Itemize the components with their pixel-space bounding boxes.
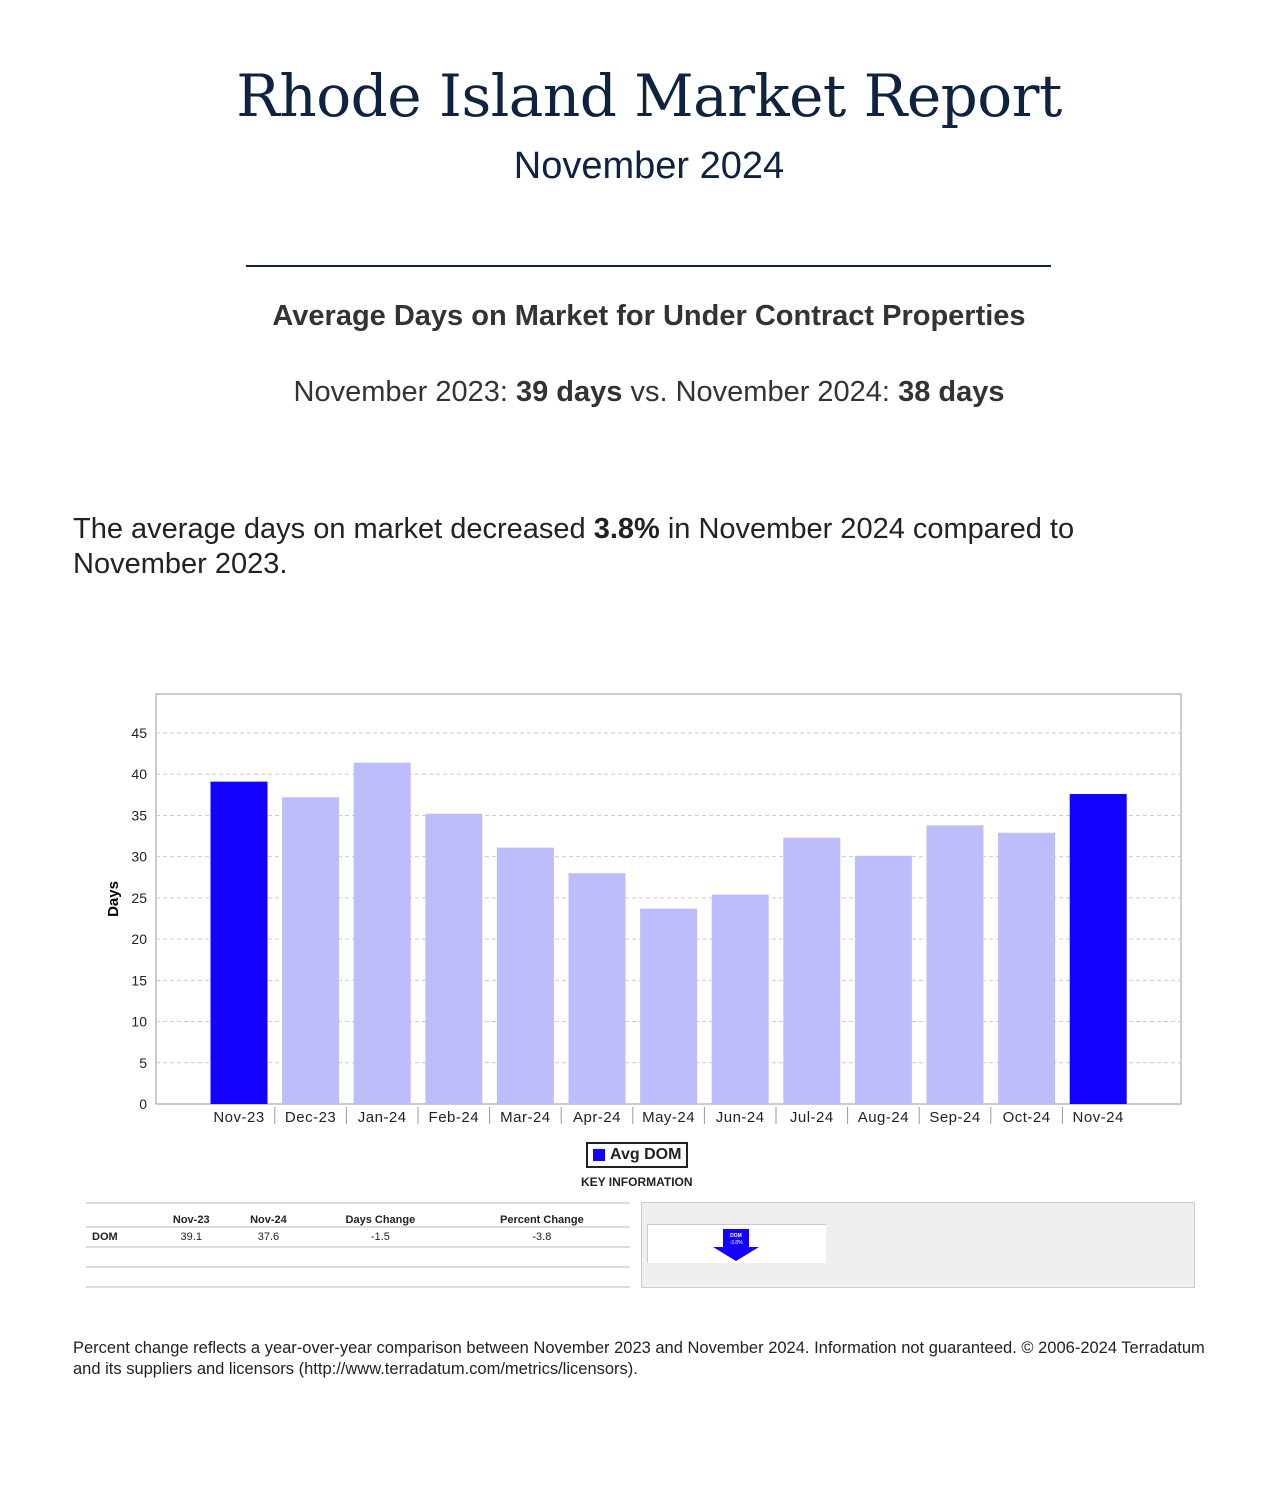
bar — [353, 762, 411, 1104]
page-subtitle: November 2024 — [513, 145, 785, 187]
summary-text: The average days on market decreased 3.8… — [73, 512, 1193, 582]
bar — [282, 797, 340, 1104]
y-tick-label: 10 — [131, 1014, 147, 1030]
table-row-empty — [86, 1266, 630, 1288]
comparison-line: November 2023: 39 days vs. November 2024… — [0, 376, 1288, 409]
table-header: Nov-23 — [152, 1202, 230, 1227]
x-tick-label: Apr-24 — [573, 1109, 621, 1126]
bar — [711, 894, 769, 1104]
chart-legend: Avg DOM — [586, 1142, 689, 1168]
bar — [783, 837, 841, 1104]
y-tick-label: 15 — [131, 972, 147, 988]
compare-value-2: 38 days — [898, 376, 1005, 408]
bar — [210, 781, 268, 1104]
summary-pct: 3.8% — [593, 513, 660, 545]
table-header: Nov-24 — [229, 1202, 308, 1227]
table-cell: -3.8 — [453, 1226, 630, 1247]
x-tick-label: May-24 — [642, 1109, 695, 1126]
x-tick-label: Dec-23 — [285, 1109, 336, 1126]
x-tick-label: Jul-24 — [790, 1109, 834, 1126]
y-tick-label: 0 — [139, 1096, 147, 1112]
bar — [496, 847, 554, 1104]
x-tick-label: Sep-24 — [929, 1109, 980, 1126]
x-tick-label: Jan-24 — [358, 1109, 407, 1126]
table-cell: 37.6 — [229, 1226, 308, 1247]
bar — [568, 873, 626, 1104]
indicator-box: DOM -3.8% — [647, 1224, 826, 1263]
legend-label: Avg DOM — [610, 1146, 682, 1163]
summary-pre: The average days on market decreased — [73, 513, 594, 545]
table-header: Percent Change — [453, 1202, 630, 1227]
table-header — [86, 1202, 153, 1227]
table-cell: DOM — [86, 1226, 153, 1247]
legend-caption: KEY INFORMATION — [581, 1175, 693, 1189]
y-tick-label: 45 — [131, 725, 147, 741]
footer-disclaimer: Percent change reflects a year-over-year… — [73, 1339, 1205, 1378]
x-tick-label: Nov-23 — [213, 1109, 264, 1126]
x-tick-label: Jun-24 — [716, 1109, 765, 1126]
y-tick-label: 30 — [131, 849, 147, 865]
x-tick-label: Oct-24 — [1003, 1109, 1051, 1126]
x-tick-label: Feb-24 — [429, 1109, 480, 1126]
bar — [640, 908, 698, 1104]
legend-swatch — [593, 1149, 605, 1161]
down-arrow-icon: DOM -3.8% — [713, 1229, 759, 1261]
table-cell: -1.5 — [307, 1226, 454, 1247]
y-axis-label: Days — [105, 881, 122, 917]
compare-value-1: 39 days — [515, 376, 623, 408]
y-tick-label: 40 — [131, 766, 147, 782]
y-tick-label: 25 — [131, 890, 147, 906]
table-header-row: Nov-23 Nov-24 Days Change Percent Change — [86, 1202, 630, 1227]
y-tick-label: 35 — [131, 807, 147, 823]
table-row-empty — [86, 1246, 630, 1267]
table-header: Days Change — [307, 1202, 454, 1227]
y-tick-label: 5 — [139, 1055, 147, 1071]
compare-label-2: November 2024: — [675, 376, 890, 408]
y-tick-label: 20 — [131, 931, 147, 947]
x-tick-label: Aug-24 — [858, 1109, 909, 1126]
page-title: Rhode Island Market Report — [236, 62, 1062, 130]
indicator-label: DOM — [730, 1233, 742, 1239]
bar — [998, 832, 1056, 1104]
compare-vs: vs. — [630, 376, 668, 408]
bar — [926, 825, 984, 1104]
x-tick-label: Nov-24 — [1073, 1109, 1124, 1126]
bar — [425, 813, 483, 1104]
bar — [1069, 794, 1127, 1104]
divider — [246, 265, 1051, 267]
summary-post: in November 2024 compared to November 20… — [73, 513, 1075, 580]
compare-label-1: November 2023: — [293, 376, 508, 408]
bar — [854, 855, 912, 1104]
bar-chart: 0 5 10 15 20 25 30 35 40 45 Days Nov-23 Dec-23 Jan-24… — [105, 693, 1182, 1126]
section-heading: Average Days on Market for Under Contrac… — [272, 300, 1026, 332]
table-cell: 39.1 — [152, 1226, 230, 1247]
x-tick-label: Mar-24 — [500, 1109, 551, 1126]
indicator-value: -3.8% — [729, 1240, 743, 1246]
summary-table: Nov-23 Nov-24 Days Change Percent Change… — [86, 1202, 630, 1288]
table-row: DOM 39.1 37.6 -1.5 -3.8 — [86, 1226, 630, 1247]
